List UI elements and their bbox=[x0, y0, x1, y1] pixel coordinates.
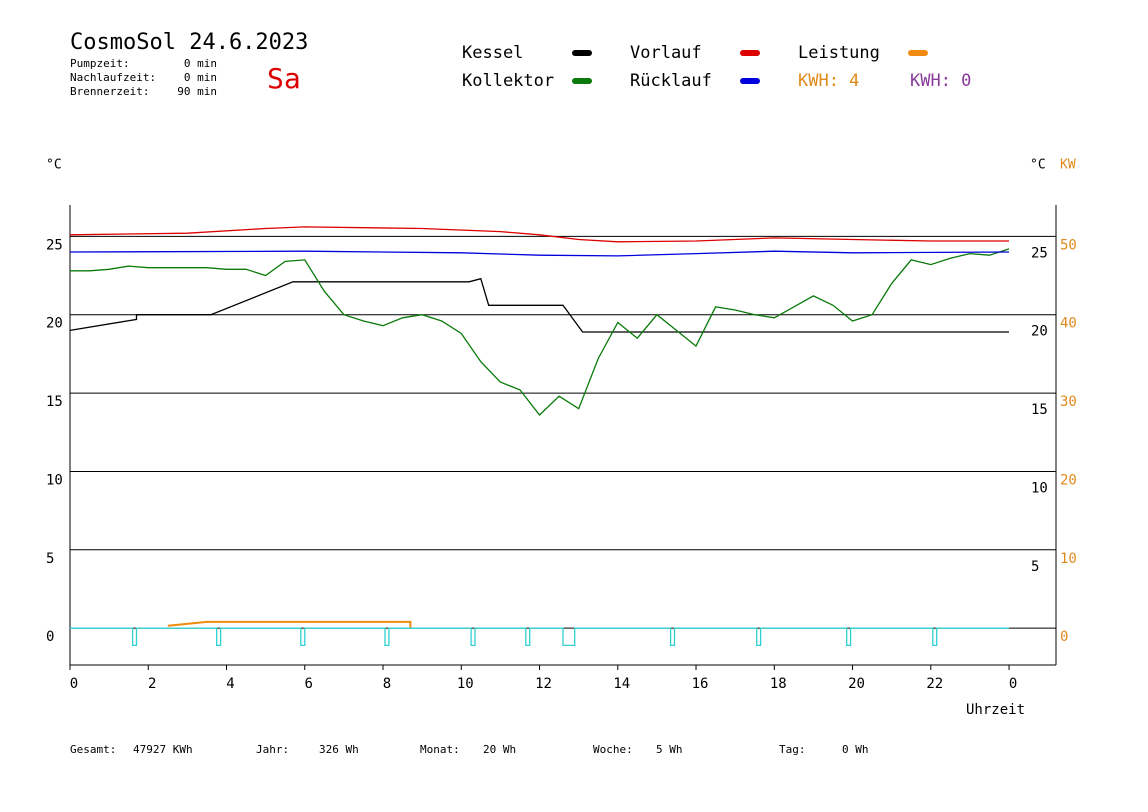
y-tick-label: 5 bbox=[46, 551, 54, 567]
series-line bbox=[70, 627, 1009, 647]
kwh-label: KWH: 4 bbox=[798, 71, 859, 91]
y2-tick-label: 50 bbox=[1060, 237, 1077, 253]
legend-label: Kollektor bbox=[462, 71, 554, 91]
y-tick-label: 25 bbox=[46, 237, 63, 253]
x-tick-label: 22 bbox=[926, 676, 943, 692]
x-tick-label: 18 bbox=[770, 676, 787, 692]
x-tick-label: 10 bbox=[457, 676, 474, 692]
footer-label: Tag: bbox=[779, 743, 806, 756]
legend-label: Kessel bbox=[462, 43, 523, 63]
x-tick-label: 0 bbox=[1009, 676, 1017, 692]
y-unit: °C bbox=[46, 158, 62, 173]
x-tick-label: 16 bbox=[692, 676, 709, 692]
y-right-tick-label: 15 bbox=[1031, 402, 1048, 418]
y-right-tick-label: 25 bbox=[1031, 245, 1048, 261]
x-tick-label: 12 bbox=[535, 676, 552, 692]
y2-tick-label: 20 bbox=[1060, 472, 1077, 488]
x-axis-label: Uhrzeit bbox=[966, 702, 1025, 718]
y-tick-label: 10 bbox=[46, 472, 63, 488]
y-right-tick-label: 10 bbox=[1031, 480, 1048, 496]
y2-tick-label: 10 bbox=[1060, 551, 1077, 567]
footer-value: 326 Wh bbox=[319, 743, 359, 756]
footer-value: 0 Wh bbox=[842, 743, 869, 756]
footer-value: 47927 KWh bbox=[133, 743, 193, 756]
series-line bbox=[69, 250, 1010, 257]
x-tick-label: 6 bbox=[305, 676, 313, 692]
series-line bbox=[69, 226, 1009, 243]
stat-label: Brennerzeit: bbox=[70, 85, 149, 98]
legend-label: Vorlauf bbox=[630, 43, 702, 63]
y2-tick-label: 30 bbox=[1060, 394, 1077, 410]
stat-label: Nachlaufzeit: bbox=[70, 71, 156, 84]
x-tick-label: 2 bbox=[148, 676, 156, 692]
y-right-tick-label: 5 bbox=[1031, 559, 1039, 575]
footer-value: 5 Wh bbox=[656, 743, 683, 756]
y-tick-label: 20 bbox=[46, 316, 63, 332]
weekday: Sa bbox=[267, 62, 301, 95]
chart-title: CosmoSol 24.6.2023 bbox=[70, 30, 308, 55]
stat-value: 0 min bbox=[184, 57, 217, 70]
series-line bbox=[70, 248, 1010, 416]
kwh-label: KWH: 0 bbox=[910, 71, 971, 91]
y2-tick-label: 0 bbox=[1060, 629, 1068, 645]
x-tick-label: 4 bbox=[226, 676, 234, 692]
footer-label: Jahr: bbox=[256, 743, 289, 756]
y2-unit: KW bbox=[1060, 158, 1076, 173]
y-unit-right: °C bbox=[1030, 158, 1046, 173]
y-tick-label: 0 bbox=[46, 629, 54, 645]
legend-label: Rücklauf bbox=[630, 71, 712, 91]
footer-label: Woche: bbox=[593, 743, 633, 756]
series-line bbox=[167, 620, 412, 629]
footer-value: 20 Wh bbox=[483, 743, 516, 756]
legend-label: Leistung bbox=[798, 43, 880, 63]
stat-value: 90 min bbox=[177, 85, 217, 98]
y-right-tick-label: 20 bbox=[1031, 324, 1048, 340]
footer-label: Monat: bbox=[420, 743, 460, 756]
series-line bbox=[69, 277, 1009, 333]
footer-label: Gesamt: bbox=[70, 743, 116, 756]
y2-tick-label: 40 bbox=[1060, 316, 1077, 332]
stat-value: 0 min bbox=[184, 71, 217, 84]
x-tick-label: 20 bbox=[848, 676, 865, 692]
x-tick-label: 14 bbox=[613, 676, 630, 692]
x-tick-label: 0 bbox=[70, 676, 78, 692]
stat-label: Pumpzeit: bbox=[70, 57, 130, 70]
y-tick-label: 15 bbox=[46, 394, 63, 410]
x-tick-label: 8 bbox=[383, 676, 391, 692]
